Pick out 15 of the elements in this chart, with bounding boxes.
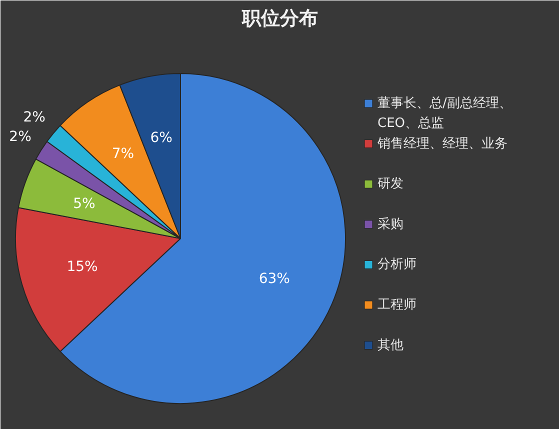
data-label: 5% [73, 196, 96, 212]
data-label: 63% [258, 271, 290, 288]
legend-label: 采购 [378, 216, 404, 232]
data-label: 7% [112, 146, 134, 162]
data-label: 2% [23, 110, 46, 126]
legend-label: 销售经理、经理、业务 [376, 136, 508, 152]
legend-label: 董事长、总/副总经理、CEO、总监 [378, 96, 512, 131]
legend-label: 分析师 [378, 257, 416, 272]
legend-label: 其他 [378, 338, 404, 353]
data-label: 2% [9, 128, 32, 145]
legend-label: 研发 [378, 176, 404, 192]
chart-title: 职位分布 [241, 8, 318, 30]
data-label: 15% [66, 259, 98, 276]
data-label: 6% [150, 130, 172, 146]
legend-label: 工程师 [378, 298, 416, 312]
